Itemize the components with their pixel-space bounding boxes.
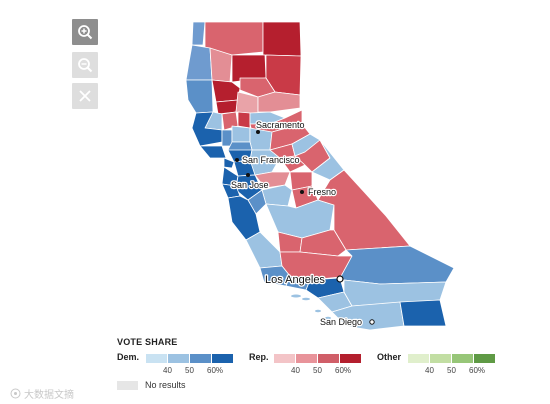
city-dot-san-diego [369,319,375,325]
zoom-out-button[interactable] [72,52,98,78]
channel-island [291,294,301,298]
legend-swatch [274,354,295,363]
channel-island [325,316,331,320]
city-label-los-angeles: Los Angeles [265,274,325,286]
county-tehama[interactable] [211,79,241,103]
watermark: 大数据文摘 [10,386,74,401]
zoom-in-button[interactable] [72,19,98,45]
city-label-sacramento: Sacramento [256,120,305,130]
legend-swatch [168,354,189,363]
city-dot-fresno [300,190,304,194]
county-sierra[interactable] [257,91,301,113]
county-sacramento[interactable] [249,127,273,151]
legend-rep-swatches [274,354,362,363]
reset-map-button[interactable] [72,83,98,109]
legend-dem: Dem. 40 50 60% [117,352,242,382]
watermark-text: 大数据文摘 [24,390,74,401]
legend-title: VOTE SHARE [117,337,178,347]
city-label-san-jose: San Jose [231,180,269,190]
county-san-luis-obispo[interactable] [245,231,283,269]
county-stanislaus[interactable] [254,171,291,189]
city-dot-san-francisco [235,158,239,162]
legend-other-swatches [408,354,496,363]
legend-other: Other 40 50 60% [377,352,502,382]
zoom-in-icon [78,25,93,40]
legend-tick: 60% [335,366,352,375]
county-modoc[interactable] [262,21,302,57]
city-label-san-francisco: San Francisco [242,155,300,165]
legend-dem-swatches [146,354,234,363]
legend-rep-label: Rep. [249,352,269,362]
legend-rep: Rep. 40 50 60% [249,352,374,382]
legend-other-label: Other [377,352,402,362]
county-mono[interactable] [311,139,345,181]
county-humboldt[interactable] [185,44,213,81]
legend-tick: 60% [207,366,224,375]
city-label-san-diego: San Diego [320,317,362,327]
channel-island [302,297,310,301]
zoom-out-icon [78,58,93,73]
county-mendocino[interactable] [185,79,214,114]
legend-tick: 40 [291,366,300,375]
legend-swatch [296,354,317,363]
legend-tick: 60% [469,366,486,375]
legend-swatch [212,354,233,363]
county-sutter[interactable] [237,111,251,129]
legend-tick: 50 [185,366,194,375]
county-san-bernardino[interactable] [339,245,455,285]
legend-swatch [146,354,167,363]
city-dot-los-angeles [336,275,344,283]
legend-swatch [190,354,211,363]
county-del-norte[interactable] [191,21,206,46]
legend-swatch [408,354,429,363]
watermark-logo-icon [10,388,21,399]
county-yolo[interactable] [231,125,251,143]
channel-island [315,309,321,313]
city-label-fresno: Fresno [308,187,336,197]
county-san-francisco[interactable] [223,157,235,169]
no-results-swatch [117,380,138,390]
legend-no-results: No results [117,379,186,391]
legend-swatch [430,354,451,363]
city-dot-san-jose [246,173,250,177]
legend-tick: 50 [313,366,322,375]
no-results-label: No results [145,380,186,390]
county-napa[interactable] [221,129,233,147]
legend-swatch [474,354,495,363]
close-icon [79,90,91,102]
legend-tick: 40 [163,366,172,375]
legend-swatch [452,354,473,363]
legend-swatch [318,354,339,363]
city-dot-sacramento [256,130,260,134]
legend-tick: 50 [447,366,456,375]
legend-swatch [340,354,361,363]
county-siskiyou[interactable] [204,21,264,56]
legend-tick: 40 [425,366,434,375]
county-imperial[interactable] [399,299,447,327]
county-monterey[interactable] [227,195,261,241]
legend-dem-label: Dem. [117,352,140,362]
county-marin[interactable] [199,145,227,159]
